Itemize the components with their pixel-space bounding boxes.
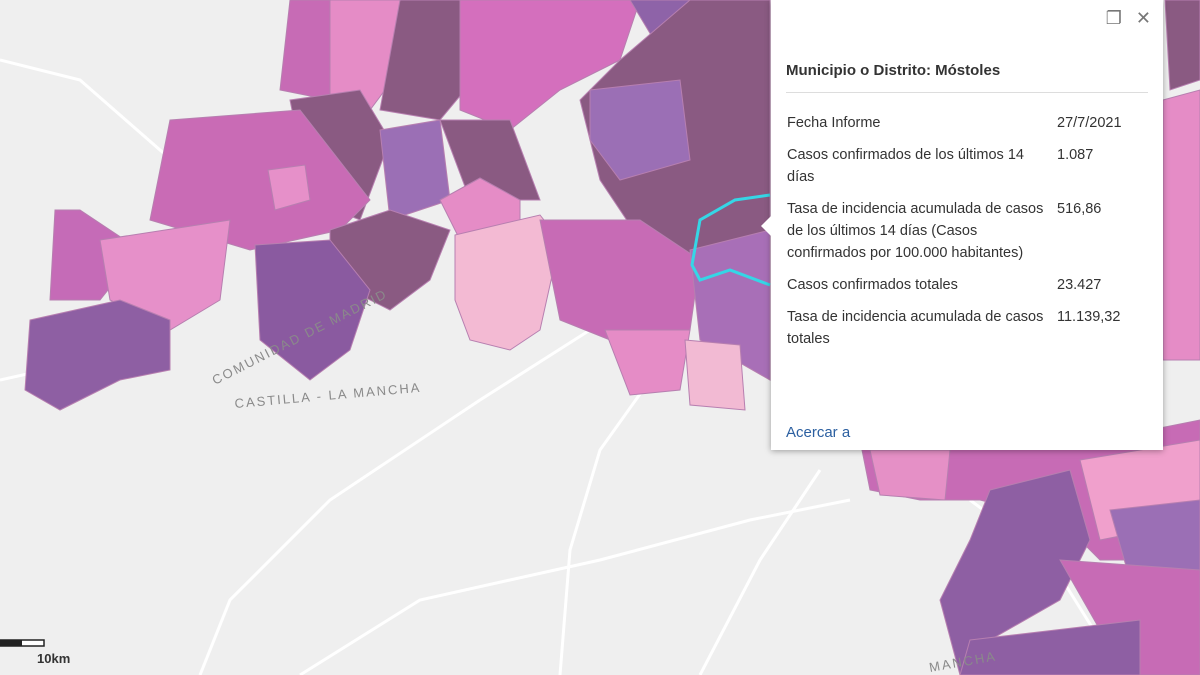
attribute-row: Tasa de incidencia acumulada de casos de… [787, 198, 1149, 264]
maximize-button[interactable]: ❐ [1105, 8, 1122, 28]
attribute-value: 23.427 [1057, 277, 1102, 293]
attribute-value: 11.139,32 [1057, 309, 1121, 325]
region-label: CASTILLA - LA MANCHA [234, 380, 422, 411]
regions [24, 0, 1200, 675]
attribute-row: Tasa de incidencia acumulada de casos to… [787, 306, 1149, 350]
selected-boundary [690, 193, 771, 287]
popup-title: Municipio o Distrito: Móstoles [786, 62, 1001, 79]
attribute-table: Fecha Informe 27/7/2021 Casos confirmados … [783, 102, 1153, 360]
separator [786, 92, 1148, 93]
scale-bar: 10km [0, 639, 70, 666]
attribute-name: Casos confirmados de los últimos 14 días [787, 147, 1024, 185]
attribute-name: Fecha Informe [787, 115, 881, 131]
attribute-row: Casos confirmados totales 23.427 [787, 274, 1149, 296]
attribute-value: 516,86 [1057, 201, 1102, 217]
attribute-name: Tasa de incidencia acumulada de casos de… [787, 201, 1044, 261]
attribute-name: Tasa de incidencia acumulada de casos to… [787, 309, 1044, 347]
popup-buttons: ❐ ✕ [1092, 8, 1151, 29]
popup: ❐ ✕ Municipio o Distrito: Móstoles Fecha … [761, 0, 1163, 450]
attribute-value: 1.087 [1057, 147, 1094, 163]
attribute-name: Casos confirmados totales [787, 277, 958, 293]
zoom-link[interactable]: Acercar a [786, 424, 851, 441]
close-button[interactable]: ✕ [1135, 8, 1151, 28]
attribute-row: Fecha Informe 27/7/2021 [787, 112, 1149, 134]
popup-pointer [761, 215, 772, 237]
attribute-row: Casos confirmados de los últimos 14 días… [787, 144, 1149, 188]
scale-label: 10km [37, 651, 70, 666]
attribute-value: 27/7/2021 [1057, 115, 1122, 131]
